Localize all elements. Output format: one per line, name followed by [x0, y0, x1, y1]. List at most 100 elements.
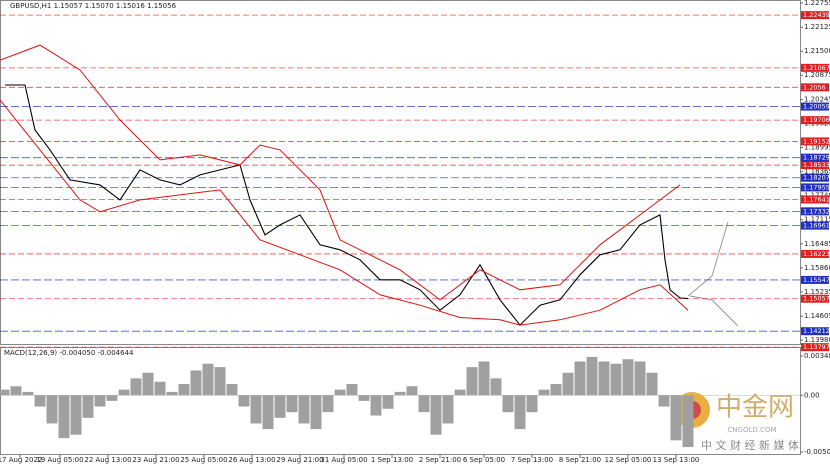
macd-bar [70, 395, 82, 435]
macd-bar [106, 395, 118, 401]
level-label: 1.2056 [803, 83, 826, 91]
level-box [801, 221, 829, 230]
level-box [801, 327, 829, 336]
y-tick-label: 1.18365 [804, 168, 830, 176]
macd-bar [454, 389, 466, 396]
level-box [801, 343, 829, 352]
macd-bar [430, 395, 442, 435]
y-tick-label: -0.005034 [804, 448, 830, 456]
macd-bar [238, 395, 250, 407]
macd-bar [226, 384, 238, 396]
macd-bar [490, 378, 502, 396]
level-label: 1.17641 [803, 195, 830, 203]
macd-bar [250, 395, 262, 424]
level-box [801, 173, 829, 182]
x-tick-label: 22 Aug 13:00 [84, 456, 131, 464]
y-tick-label: 0.00 [804, 391, 820, 399]
level-label: 1.18729 [803, 154, 830, 162]
level-label: 1.14212 [803, 327, 830, 335]
level-label: 1.13797 [803, 343, 830, 351]
macd-bar [658, 395, 670, 407]
macd-bar [358, 395, 370, 401]
y-tick-label: 1.21500 [804, 47, 830, 55]
level-box [801, 153, 829, 162]
y-tick-label: 1.22755 [804, 0, 830, 7]
level-box [801, 195, 829, 204]
macd-bar [502, 395, 514, 413]
x-tick-label: 23 Aug 21:00 [132, 456, 179, 464]
macd-bar [670, 395, 682, 441]
macd-bar [46, 395, 58, 424]
watermark: 中金网 CNGOLD.COM 中 文 财 经 新 媒 体 [674, 392, 799, 452]
level-box [801, 11, 829, 20]
macd-bar [310, 395, 322, 430]
macd-bar [34, 395, 46, 407]
macd-bar [610, 363, 622, 396]
macd-bar [682, 395, 694, 448]
y-tick-label: 1.20875 [804, 71, 830, 79]
macd-bar [514, 395, 526, 430]
macd-bar [418, 395, 430, 413]
price-line [0, 99, 689, 326]
macd-bar [298, 395, 310, 424]
y-tick-label: 1.16485 [804, 240, 830, 248]
x-tick-label: 29 Aug 21:00 [276, 456, 323, 464]
x-tick-label: 26 Aug 13:00 [228, 456, 275, 464]
level-box [801, 294, 829, 303]
projection-arrows [687, 221, 739, 327]
macd-bar [10, 386, 22, 396]
x-tick-label: 19 Aug 05:00 [36, 456, 83, 464]
level-label: 1.17332 [803, 207, 830, 215]
level-box [801, 275, 829, 284]
y-tick-label: 1.14605 [804, 312, 830, 320]
macd-bar [382, 395, 394, 409]
macd-bar [334, 389, 346, 396]
macd-bar [214, 367, 226, 396]
macd-bar [406, 386, 418, 396]
macd-bar [574, 361, 586, 396]
y-tick-label: 1.15860 [804, 264, 830, 272]
y-tick-label: 1.15235 [804, 288, 830, 296]
watermark-site: CNGOLD.COM [727, 426, 776, 434]
macd-bar [526, 395, 538, 413]
level-label: 1.15057 [803, 295, 830, 303]
macd-bar [550, 384, 562, 396]
x-tick-label: 17 Aug 2022 [0, 456, 42, 464]
macd-bar [22, 391, 34, 396]
macd-bar [466, 367, 478, 396]
macd-bar [538, 389, 550, 396]
level-box [801, 183, 829, 192]
x-tick-label: 13 Sep 13:00 [653, 456, 700, 464]
macd-bar [262, 395, 274, 430]
macd-title: MACD(12,26,9) -0.004050 -0.004644 [4, 349, 134, 357]
macd-bar [178, 384, 190, 396]
level-box [801, 63, 829, 72]
macd-bar [190, 370, 202, 396]
price-line [5, 84, 689, 326]
price-panel [0, 0, 801, 345]
x-tick-label: 2 Sep 21:00 [419, 456, 461, 464]
macd-bar [598, 361, 610, 396]
level-label: 1.18533 [803, 161, 830, 169]
x-tick-label: 8 Sep 21:00 [559, 456, 601, 464]
level-label: 1.17955 [803, 183, 830, 191]
level-box [801, 83, 829, 92]
macd-bar [286, 395, 298, 413]
level-box [801, 137, 829, 146]
macd-bar [634, 361, 646, 396]
macd-bar [394, 391, 406, 396]
level-box [801, 207, 829, 216]
macd-bar [646, 372, 658, 396]
level-label: 1.19706 [803, 116, 830, 124]
macd-bar [562, 372, 574, 396]
x-tick-label: 31 Aug 05:00 [320, 456, 367, 464]
y-tick-label: 0.003485 [804, 352, 830, 360]
x-tick-label: 7 Sep 13:00 [511, 456, 553, 464]
macd-bar [58, 395, 70, 439]
level-label: 1.15547 [803, 276, 830, 284]
y-tick-label: 1.20245 [804, 95, 830, 103]
watermark-slogan: 中 文 财 经 新 媒 体 [701, 438, 799, 452]
macd-bar [586, 356, 598, 396]
x-tick-label: 1 Sep 13:00 [371, 456, 413, 464]
